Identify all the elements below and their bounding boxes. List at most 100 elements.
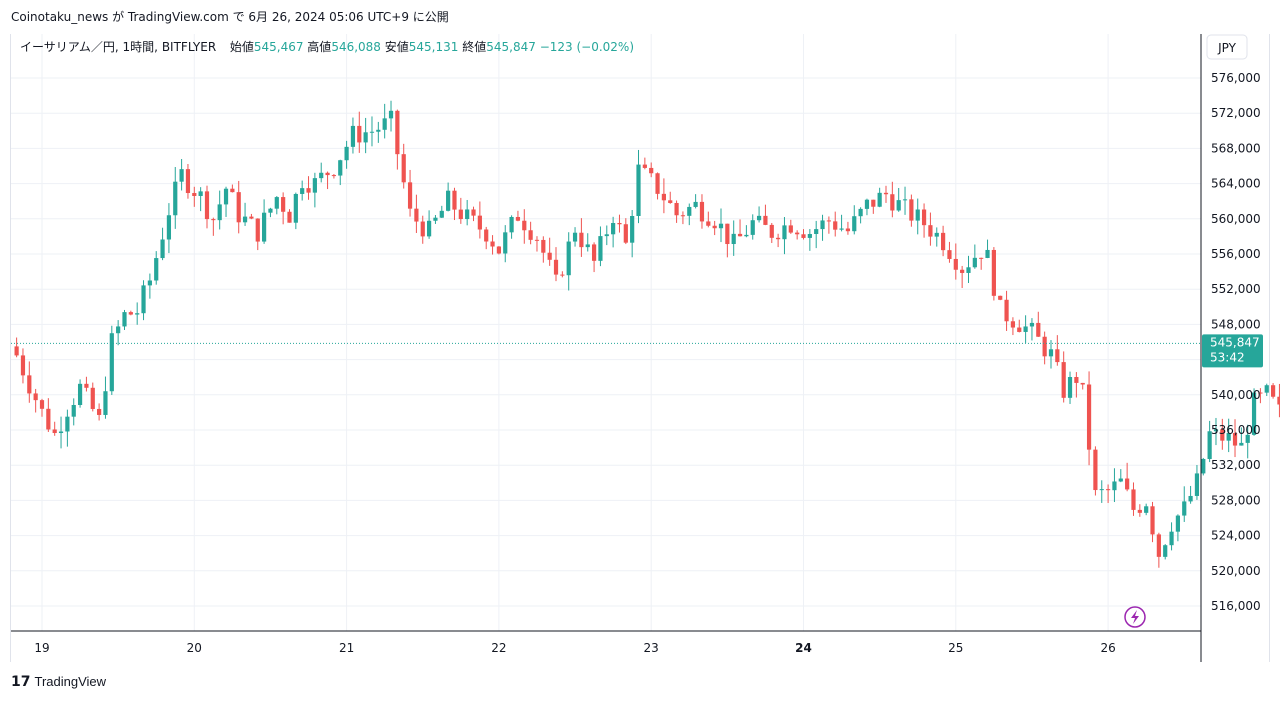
candle-up — [363, 132, 368, 143]
candle-down — [991, 249, 996, 296]
low-value: 545,131 — [408, 40, 459, 54]
candle-up — [1099, 489, 1104, 491]
candle-up — [902, 199, 908, 201]
candle-up — [1118, 478, 1123, 482]
candle-up — [1169, 531, 1174, 546]
candle-down — [547, 252, 552, 260]
candle-down — [591, 244, 597, 261]
price-tick-label: 540,000 — [1211, 388, 1261, 402]
candle-up — [1264, 385, 1269, 393]
symbol-info[interactable]: イーサリアム／円, 1時間, BITFLYER — [20, 40, 217, 54]
candle-up — [293, 193, 298, 223]
candle-down — [27, 375, 32, 394]
candle-down — [471, 209, 476, 216]
time-tick-label: 21 — [339, 641, 354, 655]
candle-down — [680, 215, 686, 217]
candle-up — [426, 220, 432, 237]
candle-down — [909, 199, 914, 221]
candle-up — [1239, 442, 1244, 446]
candle-down — [522, 220, 527, 231]
candle-up — [630, 216, 635, 243]
candle-down — [484, 229, 489, 242]
candle-up — [242, 216, 248, 223]
candle-up — [135, 313, 140, 315]
candle-up — [198, 191, 203, 196]
candle-up — [1023, 326, 1028, 332]
candle-down — [52, 429, 57, 434]
candle-down — [20, 355, 26, 376]
candle-down — [871, 199, 876, 207]
currency-button[interactable] — [1206, 34, 1248, 60]
open-label: 始値 — [229, 40, 254, 54]
candle-up — [756, 215, 762, 221]
price-tick-label: 568,000 — [1211, 141, 1261, 155]
candle-down — [1156, 534, 1161, 557]
candle-up — [636, 164, 641, 217]
candle-up — [382, 118, 387, 130]
candle-up — [1207, 431, 1212, 459]
candle-down — [33, 393, 38, 401]
candle-down — [941, 232, 946, 251]
candle-down — [649, 167, 654, 174]
currency-label[interactable]: JPY — [1217, 41, 1237, 55]
candle-down — [1125, 478, 1130, 490]
candle-up — [1163, 545, 1168, 557]
candle-down — [128, 312, 133, 315]
price-tick-label: 572,000 — [1211, 106, 1261, 120]
price-tick-label: 560,000 — [1211, 212, 1261, 226]
time-tick-label: 23 — [644, 641, 659, 655]
candle-down — [357, 125, 362, 143]
candle-up — [1251, 392, 1257, 435]
time-tick-label: 19 — [34, 641, 49, 655]
candle-up — [966, 267, 971, 273]
candle-up — [934, 232, 939, 237]
high-label: 高値 — [307, 40, 332, 54]
candle-down — [395, 110, 400, 155]
candle-up — [344, 146, 349, 161]
tradingview-brand: TradingView — [34, 674, 107, 689]
candle-down — [236, 192, 241, 223]
open-value: 545,467 — [253, 40, 304, 54]
candle-down — [1220, 429, 1225, 441]
candle-down — [414, 208, 419, 222]
candle-down — [845, 228, 851, 232]
candle-up — [141, 285, 146, 314]
candle-up — [585, 244, 590, 248]
candle-down — [661, 193, 666, 201]
candle-down — [763, 215, 768, 225]
price-tick-label: 548,000 — [1211, 317, 1261, 331]
candle-down — [204, 191, 210, 220]
candle-up — [338, 160, 343, 176]
tradingview-footer: 17 TradingView — [11, 672, 106, 692]
candle-up — [985, 249, 990, 258]
candle-down — [420, 221, 425, 237]
candle-up — [300, 188, 305, 194]
candle-up — [814, 229, 819, 235]
candle-down — [1258, 392, 1263, 394]
candle-down — [490, 241, 495, 247]
candle-down — [890, 194, 895, 211]
candle-down — [185, 169, 191, 194]
candle-down — [528, 230, 533, 240]
time-tick-label: 26 — [1100, 641, 1115, 655]
candle-up — [1213, 429, 1219, 432]
countdown-timer: 53:42 — [1210, 350, 1245, 364]
candle-down — [452, 190, 457, 210]
candle-up — [877, 192, 882, 207]
candle-down — [249, 216, 254, 219]
candle-down — [674, 202, 679, 216]
candle-down — [541, 239, 546, 253]
low-label: 安値 — [384, 40, 409, 54]
candle-up — [1067, 377, 1073, 398]
candle-down — [668, 200, 673, 203]
candle-down — [39, 400, 45, 409]
candle-down — [883, 192, 889, 195]
candle-up — [439, 210, 444, 218]
candle-up — [693, 201, 698, 207]
candle-up — [611, 223, 616, 235]
candle-up — [1175, 515, 1181, 532]
candle-up — [103, 391, 108, 415]
time-tick-label: 20 — [187, 641, 202, 655]
price-tick-label: 556,000 — [1211, 247, 1261, 261]
